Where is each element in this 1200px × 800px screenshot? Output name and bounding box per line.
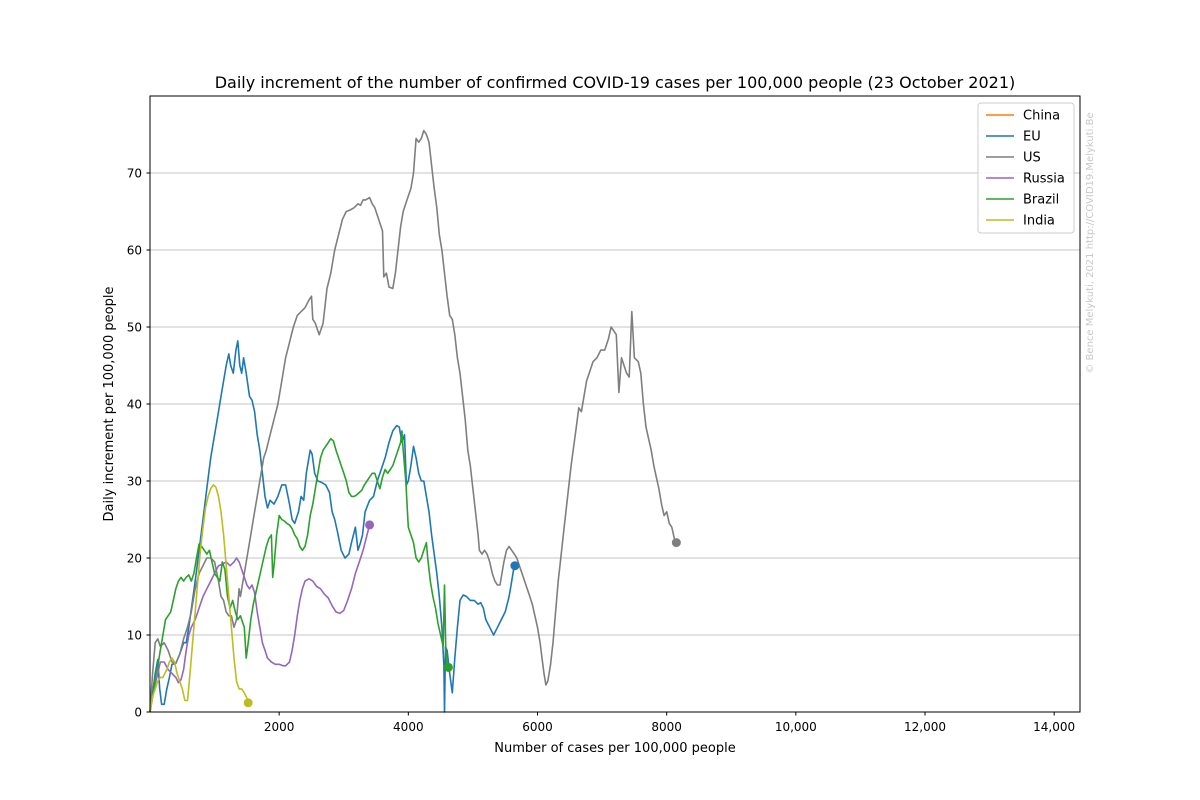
y-axis-label: Daily increment per 100,000 people <box>102 287 117 522</box>
end-marker-india <box>243 698 253 708</box>
x-tick-label: 6000 <box>522 720 553 734</box>
legend-label-china: China <box>1023 109 1060 124</box>
x-tick-label: 10,000 <box>775 720 817 734</box>
y-tick-label: 50 <box>127 321 142 335</box>
y-tick-label: 70 <box>127 167 142 181</box>
series-line-brazil <box>149 430 450 713</box>
chart-title: Daily increment of the number of confirm… <box>215 73 1016 92</box>
legend-label-us: US <box>1023 151 1041 166</box>
legend-label-brazil: Brazil <box>1023 193 1059 208</box>
end-marker-brazil <box>443 662 453 672</box>
y-tick-label: 30 <box>127 475 142 489</box>
series-line-russia <box>149 524 371 713</box>
x-tick-label: 4000 <box>393 720 424 734</box>
legend-label-india: India <box>1023 214 1055 229</box>
y-tick-label: 40 <box>127 398 142 412</box>
end-marker-eu <box>510 561 520 571</box>
legend-label-eu: EU <box>1023 130 1041 145</box>
y-axis-ticks: 0 10 20 30 40 50 60 70 <box>127 167 150 720</box>
x-tick-label: 2000 <box>264 720 295 734</box>
legend: China EU US Russia Brazil India <box>977 102 1075 234</box>
series-line-india <box>149 484 249 713</box>
end-markers <box>243 520 681 708</box>
watermark-text: © Bence Melykuti, 2021 http://COVID19.Me… <box>1085 112 1096 373</box>
y-tick-label: 60 <box>127 244 142 258</box>
y-tick-label: 20 <box>127 552 142 566</box>
y-tick-label: 0 <box>134 706 142 720</box>
series-line-us <box>149 129 678 713</box>
legend-label-russia: Russia <box>1023 172 1065 187</box>
x-axis-ticks: 2000 4000 6000 8000 10,000 12,000 14,000 <box>264 712 1075 734</box>
x-tick-label: 14,000 <box>1033 720 1075 734</box>
end-marker-us <box>671 538 681 548</box>
series-lines <box>149 129 678 713</box>
end-marker-russia <box>365 520 375 530</box>
series-line-eu <box>149 340 516 713</box>
x-tick-label: 12,000 <box>904 720 946 734</box>
y-tick-label: 10 <box>127 629 142 643</box>
x-tick-label: 8000 <box>651 720 682 734</box>
x-axis-label: Number of cases per 100,000 people <box>494 741 736 756</box>
